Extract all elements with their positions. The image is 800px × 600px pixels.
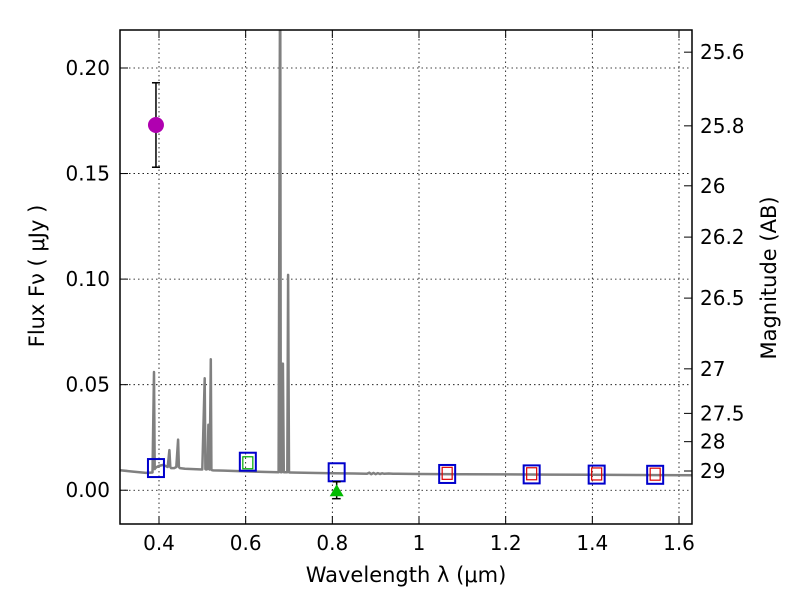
model-photometry-point — [646, 464, 665, 485]
x-axis-title: Wavelength λ (μm) — [306, 563, 507, 587]
right-tick-label: 29 — [700, 459, 725, 483]
x-tick-label: 0.4 — [143, 531, 175, 555]
spectrum-line — [120, 30, 692, 477]
right-axis-title: Magnitude (AB) — [757, 196, 781, 359]
right-tick-label: 28 — [700, 430, 725, 454]
y-tick-label: 0.20 — [65, 56, 110, 80]
data-layer — [120, 30, 692, 500]
x-tick-label: 1.2 — [490, 531, 522, 555]
right-tick-label: 25.8 — [700, 114, 745, 138]
clipped-data — [120, 30, 692, 500]
right-tick-label: 25.6 — [700, 40, 745, 64]
right-tick-label: 26 — [700, 174, 725, 198]
plot-frame — [119, 29, 693, 525]
right-tick-label: 26.5 — [700, 286, 745, 310]
x-tick-label: 1 — [413, 531, 426, 555]
y-tick-label: 0.15 — [65, 162, 110, 186]
right-tick-label: 26.2 — [700, 225, 745, 249]
model-photometry-point — [522, 464, 541, 485]
x-tick-label: 1.6 — [663, 531, 695, 555]
y-axis-title: Flux Fν ( μJy ) — [25, 205, 49, 348]
x-tick-label: 0.8 — [316, 531, 348, 555]
right-tick-label: 27.5 — [700, 401, 745, 425]
detection-point — [147, 117, 164, 133]
model-photometry-point — [587, 464, 606, 485]
y-tick-label: 0.10 — [65, 267, 110, 291]
x-ticks: 0.4 0.6 0.8 1 1.2 1.4 1.6 — [143, 30, 695, 555]
x-tick-label: 1.4 — [576, 531, 608, 555]
y-ticks: 0.00 0.05 0.10 0.15 0.20 — [65, 56, 128, 502]
model-photometry-point — [438, 463, 457, 484]
model-photometry-point — [238, 451, 257, 472]
right-tick-label: 27 — [700, 357, 725, 381]
photometry-point — [526, 467, 538, 481]
grid-lines — [120, 30, 692, 524]
y-tick-label: 0.05 — [65, 373, 110, 397]
upper-limit-point — [329, 484, 344, 497]
x-tick-label: 0.6 — [230, 531, 262, 555]
model-photometry-point — [146, 458, 165, 479]
photometry-point — [441, 466, 453, 480]
photometry-point — [591, 467, 603, 481]
photometry-point — [242, 456, 254, 470]
photometry-point — [649, 467, 661, 481]
right-ticks: 25.6 25.8 26 26.2 26.5 27 27.5 28 29 — [684, 40, 745, 483]
y-tick-label: 0.00 — [65, 478, 110, 502]
